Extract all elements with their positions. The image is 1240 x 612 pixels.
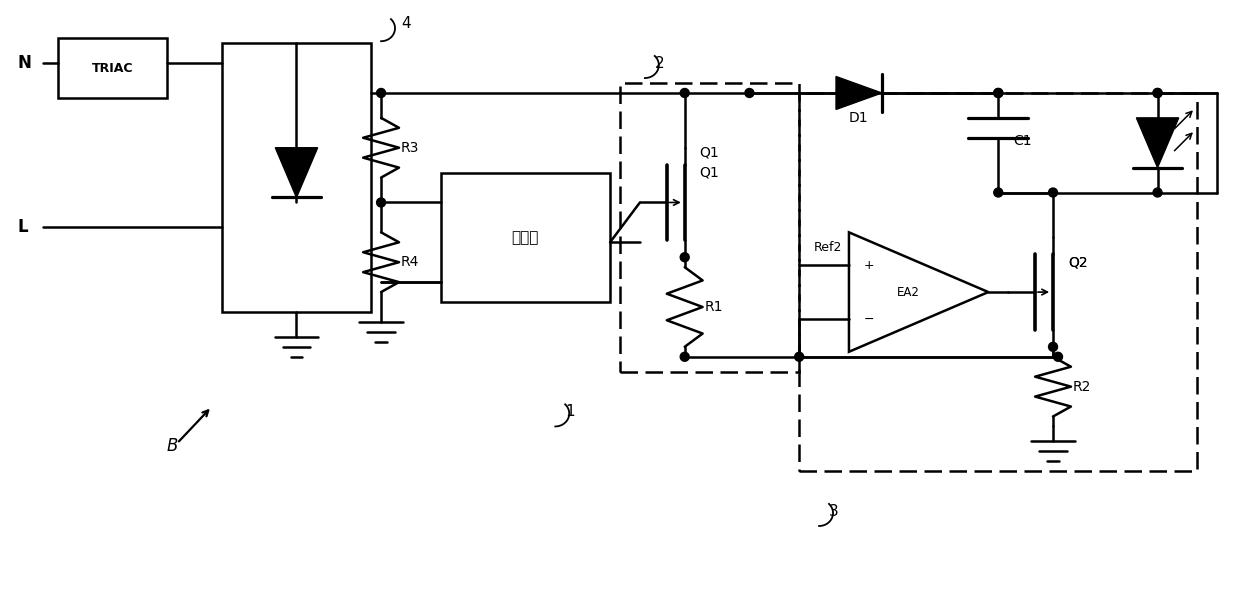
- Circle shape: [681, 253, 689, 262]
- Text: Q2: Q2: [1068, 255, 1087, 269]
- Text: R4: R4: [401, 255, 419, 269]
- Circle shape: [993, 89, 1003, 97]
- Text: +: +: [864, 259, 874, 272]
- Circle shape: [745, 89, 754, 97]
- Circle shape: [1153, 89, 1162, 97]
- Text: 控制器: 控制器: [512, 230, 539, 245]
- Text: L: L: [17, 218, 29, 236]
- Text: 4: 4: [402, 16, 410, 31]
- Polygon shape: [275, 147, 317, 198]
- Text: EA2: EA2: [898, 286, 920, 299]
- Circle shape: [1049, 342, 1058, 351]
- Bar: [440, 173, 610, 302]
- Circle shape: [1153, 188, 1162, 197]
- Circle shape: [993, 188, 1003, 197]
- Circle shape: [993, 89, 1003, 97]
- Text: Ref2: Ref2: [815, 241, 842, 254]
- Circle shape: [1054, 353, 1063, 361]
- Bar: [222, 43, 371, 312]
- Text: Q1: Q1: [699, 166, 719, 179]
- Polygon shape: [836, 76, 882, 110]
- Circle shape: [795, 353, 804, 361]
- Circle shape: [377, 198, 386, 207]
- Circle shape: [377, 89, 386, 97]
- Text: R3: R3: [401, 141, 419, 155]
- Text: −: −: [864, 313, 874, 326]
- Circle shape: [681, 89, 689, 97]
- Bar: [57, 38, 167, 98]
- Text: D1: D1: [849, 111, 869, 125]
- Text: C1: C1: [1013, 134, 1032, 147]
- Polygon shape: [1136, 118, 1179, 168]
- Circle shape: [1153, 89, 1162, 97]
- Circle shape: [681, 353, 689, 361]
- Text: R1: R1: [704, 300, 723, 314]
- Text: Q1: Q1: [699, 146, 719, 160]
- Text: B: B: [166, 438, 177, 455]
- Text: 3: 3: [830, 504, 839, 518]
- Text: 1: 1: [565, 404, 575, 419]
- Text: R2: R2: [1073, 379, 1091, 394]
- Bar: [800, 93, 1198, 471]
- Text: 2: 2: [655, 56, 665, 70]
- Text: N: N: [17, 54, 32, 72]
- Circle shape: [1049, 188, 1058, 197]
- Text: Q2: Q2: [1068, 255, 1087, 269]
- Text: TRIAC: TRIAC: [92, 62, 133, 75]
- Bar: [620, 83, 800, 371]
